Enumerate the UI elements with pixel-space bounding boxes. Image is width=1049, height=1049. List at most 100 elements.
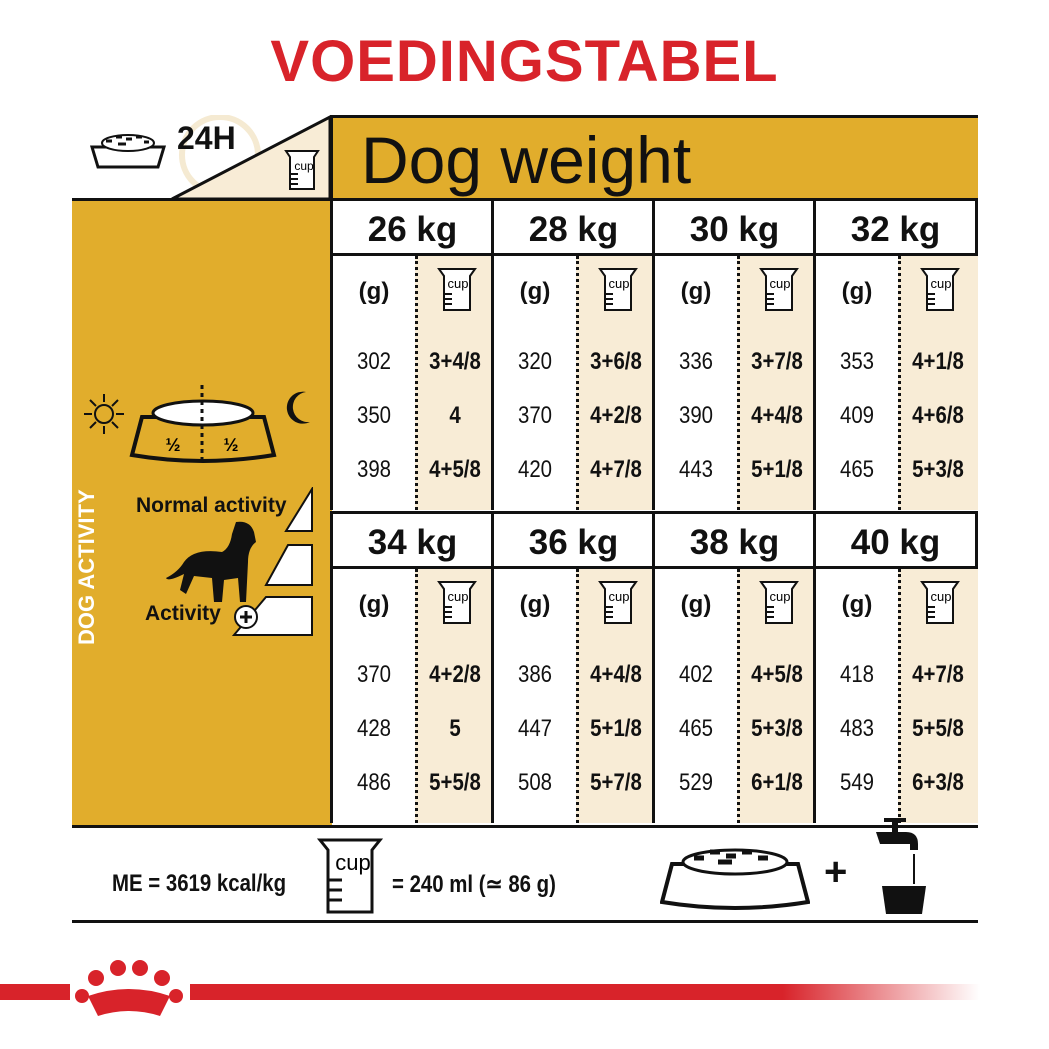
weight-block: 28 kg (g) cup 320 3+6/8 370 4+2/8 420 4+7/8 xyxy=(491,198,656,510)
page-title: VOEDINGSTABEL xyxy=(270,29,779,94)
water-tap-icon xyxy=(876,818,926,914)
cup-icon: cup xyxy=(317,838,383,914)
cups-value: 5+7/8 xyxy=(590,769,642,796)
cups-value: 3+6/8 xyxy=(590,348,642,375)
grams-value: 418 xyxy=(839,661,875,688)
grams-value: 320 xyxy=(517,348,553,375)
cup-icon: cup xyxy=(598,268,638,311)
weight-header: 26 kg xyxy=(333,198,492,256)
sun-icon xyxy=(84,394,124,434)
dog-weight-title: Dog weight xyxy=(361,123,692,197)
weight-header: 38 kg xyxy=(655,511,814,569)
cups-value: 5+3/8 xyxy=(751,715,803,742)
grams-value: 398 xyxy=(356,456,392,483)
cup-equivalent-text: = 240 ml (≃ 86 g) xyxy=(392,871,556,898)
weight-block: 32 kg (g) cup 353 4+1/8 409 4+6/8 465 5+3/8 xyxy=(813,198,978,510)
cup-icon-label: cup xyxy=(294,159,314,173)
plus-sign: + xyxy=(824,850,848,894)
weight-header: 36 kg xyxy=(494,511,653,569)
grams-header: (g) xyxy=(358,591,390,618)
cup-icon-label: cup xyxy=(448,276,469,291)
footer-panel: ME = 3619 kcal/kg cup = 240 ml (≃ 86 g) … xyxy=(72,818,978,923)
label-24h: 24H xyxy=(177,120,236,156)
grams-value: 370 xyxy=(517,402,553,429)
cups-value: 4+5/8 xyxy=(751,661,803,688)
cups-value: 4+5/8 xyxy=(429,456,481,483)
grams-value: 443 xyxy=(678,456,714,483)
crown-logo-icon xyxy=(75,960,183,1016)
cup-icon-label: cup xyxy=(770,589,791,604)
half-right-label: ½ xyxy=(223,435,238,455)
weight-block: 26 kg (g) cup 302 3+4/8 350 4 398 4+5/8 xyxy=(330,198,495,510)
cups-value: 4+7/8 xyxy=(590,456,642,483)
cups-value: 4 xyxy=(449,402,461,429)
grams-value: 386 xyxy=(517,661,553,688)
food-bowl-icon xyxy=(660,848,810,910)
grams-value: 402 xyxy=(678,661,714,688)
cups-value: 5+1/8 xyxy=(751,456,803,483)
cups-value: 6+3/8 xyxy=(912,769,964,796)
activity-level-wedges xyxy=(232,487,313,636)
cup-icon-label: cup xyxy=(609,276,630,291)
grams-value: 486 xyxy=(356,769,392,796)
cup-label: cup xyxy=(335,850,370,875)
cups-value: 4+7/8 xyxy=(912,661,964,688)
grams-value: 409 xyxy=(839,402,875,429)
cup-icon: cup xyxy=(920,581,960,624)
weight-block: 34 kg (g) cup 370 4+2/8 428 5 486 5+5/8 xyxy=(330,511,495,823)
cup-icon-label: cup xyxy=(609,589,630,604)
moon-icon xyxy=(286,391,310,424)
grams-header: (g) xyxy=(680,278,712,305)
cup-icon: cup xyxy=(437,268,477,311)
grams-value: 483 xyxy=(839,715,875,742)
cups-value: 4+2/8 xyxy=(429,661,481,688)
weight-block: 30 kg (g) cup 336 3+7/8 390 4+4/8 443 5+1/8 xyxy=(652,198,817,510)
grams-header: (g) xyxy=(519,591,551,618)
grams-value: 529 xyxy=(678,769,714,796)
cups-value: 4+2/8 xyxy=(590,402,642,429)
grams-value: 420 xyxy=(517,456,553,483)
grams-value: 336 xyxy=(678,348,714,375)
cups-value: 5+1/8 xyxy=(590,715,642,742)
half-left-label: ½ xyxy=(165,435,180,455)
grams-value: 390 xyxy=(678,402,714,429)
grams-value: 549 xyxy=(839,769,875,796)
weight-header: 40 kg xyxy=(816,511,975,569)
grams-value: 465 xyxy=(678,715,714,742)
cups-value: 3+7/8 xyxy=(751,348,803,375)
grams-header: (g) xyxy=(519,278,551,305)
grams-header: (g) xyxy=(841,591,873,618)
grams-value: 302 xyxy=(356,348,392,375)
cups-value: 4+4/8 xyxy=(590,661,642,688)
cup-icon: cup xyxy=(920,268,960,311)
dog-silhouette-icon xyxy=(166,521,256,602)
food-bowl-icon xyxy=(89,134,167,169)
grams-header: (g) xyxy=(680,591,712,618)
cup-icon-label: cup xyxy=(931,589,952,604)
grams-value: 465 xyxy=(839,456,875,483)
dog-activity-label: DOG ACTIVITY xyxy=(74,489,99,645)
grams-header: (g) xyxy=(841,278,873,305)
grams-header: (g) xyxy=(358,278,390,305)
dog-weight-header: Dog weight xyxy=(330,115,978,200)
weight-block: 38 kg (g) cup 402 4+5/8 465 5+3/8 529 6+1/8 xyxy=(652,511,817,823)
weight-header: 32 kg xyxy=(816,198,975,256)
grams-value: 428 xyxy=(356,715,392,742)
weight-header: 30 kg xyxy=(655,198,814,256)
cup-icon-label: cup xyxy=(770,276,791,291)
grams-value: 350 xyxy=(356,402,392,429)
brand-footer xyxy=(0,960,980,1016)
cup-icon: cup xyxy=(759,581,799,624)
grams-value: 353 xyxy=(839,348,875,375)
cup-icon-label: cup xyxy=(931,276,952,291)
activity-plus-label: Activity xyxy=(145,602,221,625)
energy-text: ME = 3619 kcal/kg xyxy=(112,870,287,897)
weight-block: 36 kg (g) cup 386 4+4/8 447 5+1/8 508 5+7/8 xyxy=(491,511,656,823)
weight-header: 34 kg xyxy=(333,511,492,569)
cup-icon: cup xyxy=(598,581,638,624)
split-bowl-icon: ½ ½ xyxy=(129,385,277,463)
cups-value: 6+1/8 xyxy=(751,769,803,796)
cup-icon: cup xyxy=(284,150,320,190)
cups-value: 3+4/8 xyxy=(429,348,481,375)
weight-header: 28 kg xyxy=(494,198,653,256)
